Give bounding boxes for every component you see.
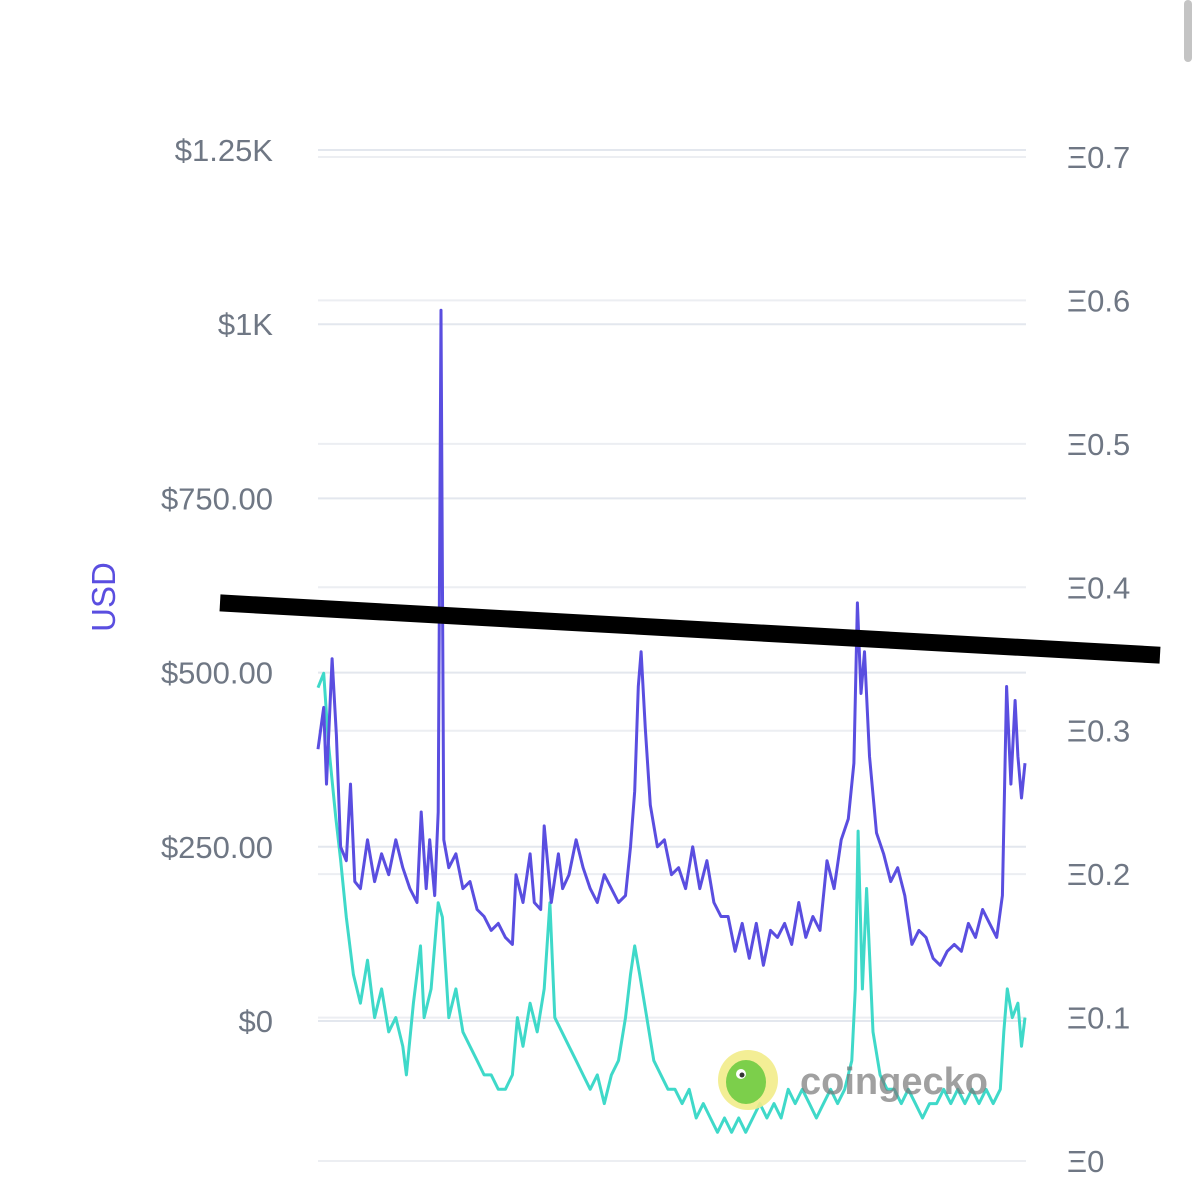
right-tick-label: Ξ0.2	[1067, 857, 1130, 892]
right-tick-label: Ξ0.7	[1067, 140, 1130, 175]
right-tick-label: Ξ0.3	[1067, 714, 1130, 749]
right-tick-label: Ξ0.6	[1067, 283, 1130, 318]
scrollbar-thumb[interactable]	[1184, 0, 1192, 62]
left-tick-label: $1.25K	[175, 133, 274, 168]
gecko-pupil-icon	[739, 1072, 745, 1078]
right-tick-label: Ξ0.4	[1067, 570, 1130, 605]
usd-series-line	[316, 308, 1027, 967]
right-tick-label: Ξ0.5	[1067, 427, 1130, 462]
right-axis-ticks: Ξ0 Ξ0.1 Ξ0.2 Ξ0.3 Ξ0.4 Ξ0.5 Ξ0.6 Ξ0.7	[1067, 140, 1130, 1179]
right-tick-label: Ξ0.1	[1067, 1001, 1130, 1036]
gecko-head-icon	[726, 1060, 766, 1104]
left-axis-title: USD	[85, 562, 122, 632]
left-axis-ticks: $0 $250.00 $500.00 $750.00 $1K $1.25K	[161, 133, 273, 1039]
watermark-text: coingecko	[800, 1061, 988, 1103]
series-layer	[316, 308, 1027, 1134]
watermark: coingecko	[718, 1050, 988, 1110]
left-gridlines	[318, 149, 1026, 1022]
annotation-trend-line	[219, 594, 1161, 664]
left-tick-label: $500.00	[161, 656, 273, 691]
left-tick-label: $750.00	[161, 481, 273, 516]
eth-series-line	[316, 671, 1027, 1134]
left-tick-label: $1K	[218, 307, 273, 342]
left-tick-label: $250.00	[161, 830, 273, 865]
left-tick-label: $0	[239, 1004, 273, 1039]
right-tick-label: Ξ0	[1067, 1144, 1104, 1179]
